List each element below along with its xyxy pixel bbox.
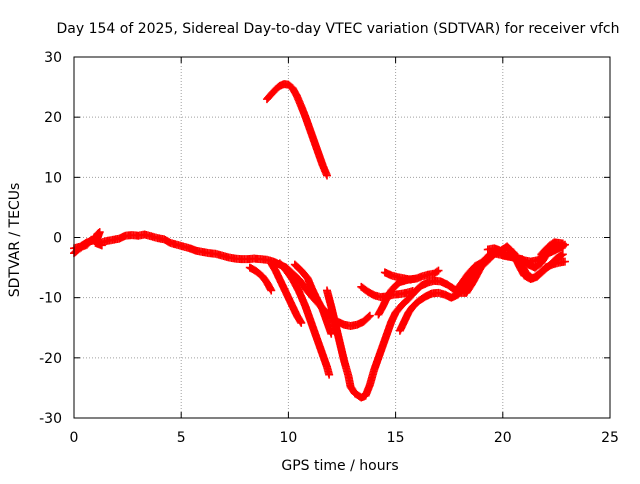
series-trace-afternoon-b [380,268,415,284]
x-tick-label: 10 [279,430,297,446]
x-axis-label: GPS time / hours [281,458,398,474]
series-trace-evening-d [483,242,567,284]
y-axis-label: SDTVAR / TECUs [7,183,23,298]
series-trace-afternoon-c [357,282,417,302]
data-point [267,286,276,295]
data-point [297,318,306,327]
x-tick-label: 5 [177,430,186,446]
x-tick-label: 15 [387,430,405,446]
series-trace-drop-b [267,259,306,327]
data-point [558,239,567,248]
data-point-interp [433,267,442,276]
series-trace-drop-d [290,260,336,338]
data-point [97,241,106,250]
series-trace-evening-c [537,238,567,259]
data-point [322,171,331,180]
data-point [558,250,567,259]
y-tick-label: 0 [53,231,62,247]
chart-title: Day 154 of 2025, Sidereal Day-to-day VTE… [56,21,619,37]
series-trace-drop-c [275,259,334,379]
data-point-interp [364,312,373,321]
y-tick-label: 20 [44,110,62,126]
x-tick-label: 0 [70,430,79,446]
y-tick-label: -20 [39,351,62,367]
data-point [408,287,417,296]
data-point-interp [557,251,566,260]
ticks: 0 5 10 15 20 25 -30 -20 -10 0 10 20 30 [39,50,619,446]
data-point [406,275,415,284]
data-layer [70,80,569,402]
data-point [434,266,443,275]
series-trace-early-blip [70,228,106,258]
y-tick-label: 10 [44,170,62,186]
y-tick-label: 30 [44,50,62,66]
data-point [325,370,334,379]
series-trace-upper-arc [262,80,331,180]
series-trace-drop-a [245,263,276,295]
data-point [560,257,569,266]
y-tick-label: -30 [39,411,62,427]
x-tick-label: 25 [601,430,619,446]
data-point [365,311,374,320]
y-tick-label: -10 [39,291,62,307]
x-tick-label: 20 [494,430,512,446]
